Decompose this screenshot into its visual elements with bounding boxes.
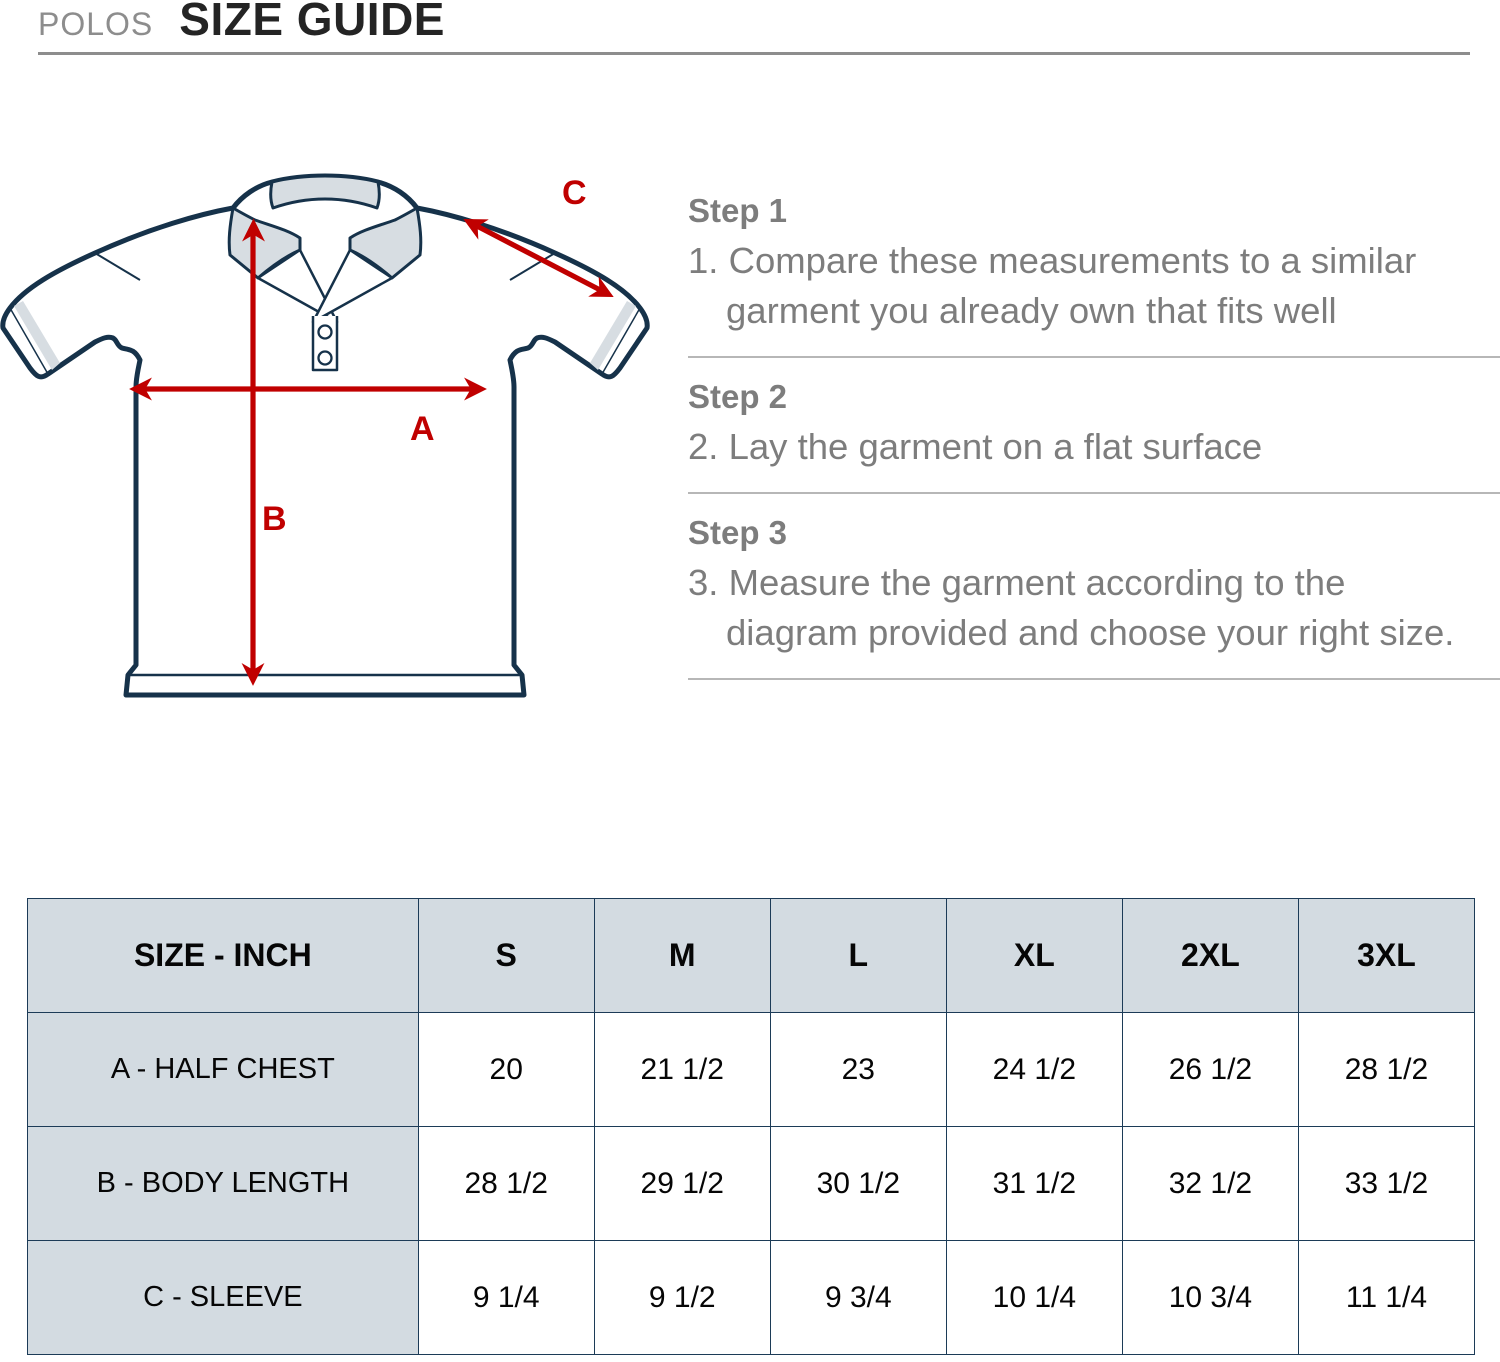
svg-text:B: B <box>262 500 287 538</box>
svg-text:A: A <box>410 410 435 448</box>
svg-text:C: C <box>562 174 587 212</box>
